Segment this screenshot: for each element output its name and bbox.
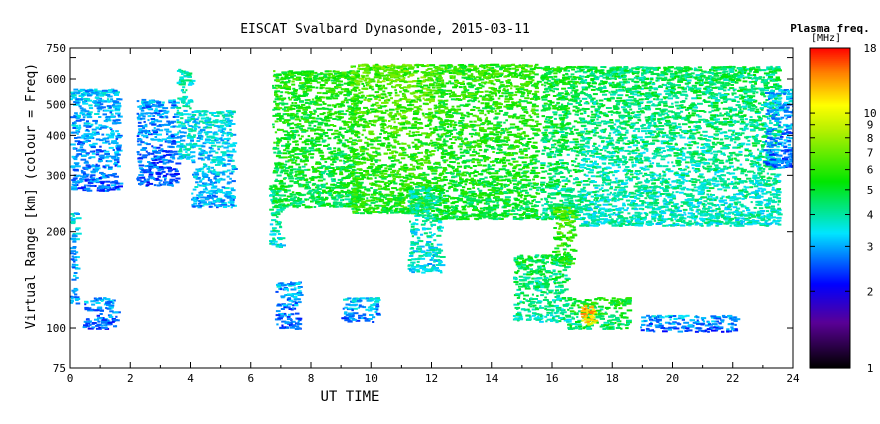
colorbar-tick-label-8: 9 (867, 119, 874, 132)
x-tick-label-2: 4 (187, 372, 194, 385)
echo-region-8 (272, 70, 361, 208)
colorbar-unit: [MHz] (811, 33, 841, 44)
colorbar-tick-label-3: 4 (867, 209, 874, 222)
y-tick-label-1: 100 (46, 322, 66, 335)
y-tick-label-4: 400 (46, 129, 66, 142)
echo-region-14 (540, 66, 585, 221)
y-tick-label-0: 75 (53, 362, 66, 375)
echo-region-5 (191, 110, 238, 208)
x-tick-label-4: 8 (308, 372, 315, 385)
echo-region-18 (579, 66, 783, 227)
x-tick-label-3: 6 (247, 372, 254, 385)
y-axis-label: Virtual Range [km] (colour = Freq) (24, 63, 39, 329)
echo-region-9 (341, 297, 381, 323)
y-tick-label-3: 300 (46, 169, 66, 182)
colorbar (810, 48, 850, 369)
colorbar-tick-label-7: 8 (867, 132, 874, 145)
echo-region-3 (136, 99, 181, 187)
x-tick-label-11: 22 (726, 372, 739, 385)
x-tick-label-8: 16 (545, 372, 558, 385)
echo-region-1 (70, 212, 82, 304)
x-tick-label-1: 2 (127, 372, 134, 385)
x-tick-label-9: 18 (606, 372, 619, 385)
colorbar-tick-label-2: 3 (867, 240, 874, 253)
colorbar-tick-label-1: 2 (867, 285, 874, 298)
colorbar-tick-label-10: 18 (863, 42, 876, 55)
colorbar-tick-label-4: 5 (867, 184, 874, 197)
echo-region-13 (513, 254, 572, 323)
echo-region-12 (432, 64, 543, 221)
colorbar-tick-label-0: 1 (867, 362, 874, 375)
echo-region-7 (275, 282, 304, 331)
chart-title: EISCAT Svalbard Dynasonde, 2015-03-11 (240, 22, 530, 37)
y-tick-label-8: 750 (46, 42, 66, 55)
x-tick-label-5: 10 (365, 372, 378, 385)
echo-region-19 (640, 315, 740, 333)
echo-region-16 (567, 297, 632, 330)
y-tick-label-5: 500 (46, 98, 66, 111)
echo-region-10 (350, 64, 437, 215)
y-tick-label-2: 200 (46, 226, 66, 239)
x-tick-label-6: 12 (425, 372, 438, 385)
x-tick-label-0: 0 (67, 372, 74, 385)
colorbar-tick-label-6: 7 (867, 147, 874, 160)
x-tick-label-10: 20 (666, 372, 679, 385)
x-axis-label: UT TIME (320, 389, 379, 405)
echo-region-2 (83, 297, 121, 330)
y-tick-label-6: 600 (46, 73, 66, 86)
echo-region-0 (70, 89, 123, 192)
x-tick-label-12: 24 (786, 372, 800, 385)
colorbar-tick-label-5: 6 (867, 164, 874, 177)
x-tick-label-7: 14 (485, 372, 499, 385)
colorbar-tick-label-9: 10 (863, 107, 876, 120)
